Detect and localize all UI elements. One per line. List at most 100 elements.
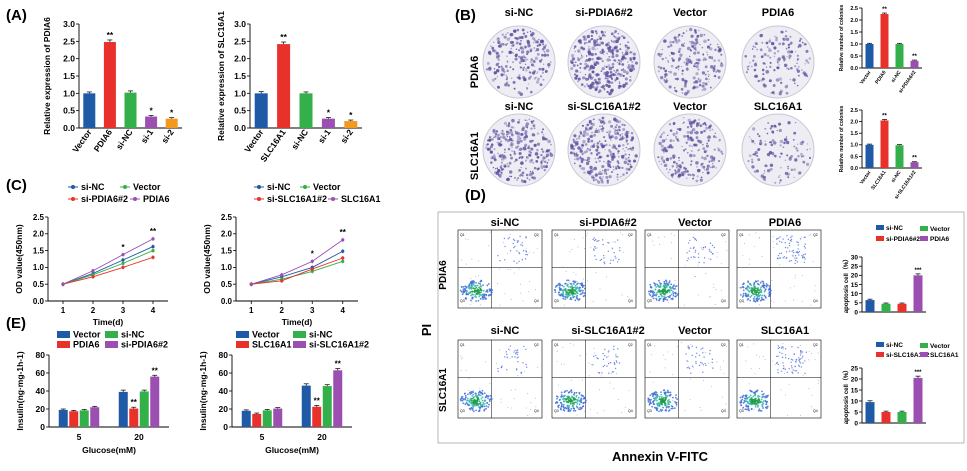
- colony-dot: [674, 38, 678, 42]
- event-dot: [667, 351, 669, 353]
- event-dot: [480, 397, 483, 400]
- y-tick-label: 2.0: [850, 120, 858, 126]
- colony-dot: [707, 75, 710, 77]
- colony-dot: [541, 167, 543, 170]
- colony-dot: [593, 118, 595, 120]
- event-dot: [485, 407, 487, 410]
- event-dot: [651, 405, 654, 408]
- colony-dot: [765, 164, 768, 167]
- colony-dot: [509, 37, 511, 39]
- colony-dot: [542, 43, 545, 46]
- event-dot: [756, 389, 759, 392]
- colony-dot: [606, 52, 609, 55]
- quadrant-label: Q4: [721, 299, 726, 303]
- colony-dot: [523, 45, 527, 49]
- colony-dot: [519, 66, 522, 69]
- colony-dot: [505, 77, 509, 81]
- event-dot: [623, 251, 625, 253]
- event-dot: [658, 403, 661, 406]
- event-dot: [615, 356, 617, 358]
- event-dot: [604, 263, 606, 265]
- colony-dot: [709, 86, 712, 89]
- flow-frame: [736, 339, 822, 419]
- colony-dot: [513, 87, 516, 90]
- colony-dot: [524, 135, 528, 139]
- chart-C2: 0.00.51.01.52.02.5OD value(450nm)1 2 3 4Tim…: [202, 182, 381, 327]
- event-dot: [570, 292, 573, 295]
- colony-dot: [622, 68, 625, 70]
- colony-plate: [482, 113, 556, 187]
- colony-dot: [598, 176, 602, 179]
- legend-label: si-NC: [886, 342, 903, 349]
- event-dot: [583, 284, 585, 287]
- event-dot: [584, 401, 587, 404]
- legend-swatch: [105, 341, 118, 348]
- colony-dot: [622, 128, 626, 132]
- colony-dot: [520, 161, 524, 165]
- colony-dot: [574, 76, 578, 80]
- y-tick-label: 0.0: [63, 123, 75, 133]
- colony-dot: [702, 147, 706, 151]
- colony-dot: [622, 137, 625, 140]
- colony-dot: [676, 167, 678, 169]
- event-dot: [676, 398, 679, 401]
- event-dot: [617, 398, 619, 400]
- event-dot: [752, 391, 755, 394]
- colony-dot: [516, 179, 518, 181]
- event-dot: [603, 364, 606, 367]
- colony-dot: [610, 155, 613, 157]
- colony-dot: [597, 90, 601, 94]
- event-dot: [661, 292, 663, 294]
- colony-dot: [612, 152, 615, 156]
- legend-swatch: [920, 343, 928, 348]
- colony-dot: [806, 143, 809, 145]
- colony-dot: [581, 147, 584, 149]
- event-dot: [467, 285, 470, 287]
- colony-dot: [687, 138, 690, 141]
- colony-dot: [525, 68, 527, 70]
- colony-dot: [754, 46, 756, 48]
- event-dot: [666, 299, 669, 301]
- colony-dot: [624, 44, 627, 47]
- colony-dot: [695, 58, 699, 62]
- colony-dot: [617, 150, 620, 153]
- event-dot: [597, 371, 600, 374]
- colony-dot: [750, 65, 753, 68]
- event-dot: [515, 369, 518, 371]
- colony-dot: [796, 143, 799, 146]
- colony-dot: [708, 73, 710, 76]
- event-dot: [711, 386, 713, 388]
- colony-dot: [604, 31, 606, 33]
- colony-dot: [707, 139, 710, 142]
- event-dot: [797, 248, 799, 250]
- colony-dot: [691, 138, 694, 142]
- colony-dot: [594, 53, 597, 56]
- event-dot: [690, 372, 692, 375]
- event-dot: [654, 396, 657, 399]
- event-dot: [511, 407, 513, 409]
- event-dot: [599, 389, 601, 391]
- event-dot: [799, 344, 801, 346]
- event-dot: [653, 397, 655, 400]
- event-dot: [488, 245, 490, 247]
- colony-dot: [526, 58, 529, 61]
- colony-dot: [695, 72, 699, 76]
- colony-dot: [690, 40, 694, 44]
- colony-dot: [681, 145, 683, 148]
- event-dot: [607, 352, 609, 354]
- colony-dot: [542, 128, 545, 131]
- event-dot: [572, 283, 575, 285]
- colony-dot: [688, 121, 693, 125]
- colony-dot: [801, 140, 805, 144]
- event-dot: [562, 395, 564, 398]
- significance-label: **: [335, 360, 342, 369]
- event-dot: [665, 406, 668, 409]
- colony-dot: [508, 136, 511, 138]
- event-dot: [672, 294, 675, 297]
- event-dot: [522, 300, 524, 302]
- colony-dot: [507, 164, 510, 168]
- y-tick-label: 40: [36, 386, 46, 396]
- colony-dot: [520, 179, 524, 183]
- colony-dot: [784, 171, 788, 175]
